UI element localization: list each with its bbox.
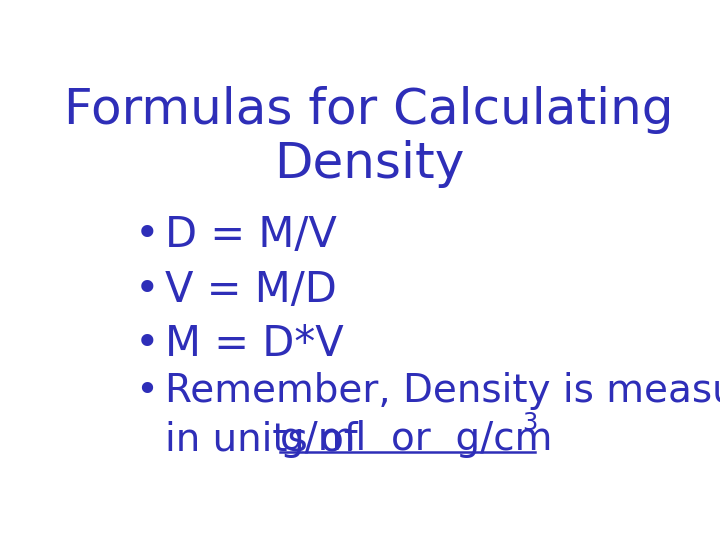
Text: •: • [135, 214, 159, 256]
Text: 3: 3 [523, 411, 538, 435]
Text: •: • [135, 268, 159, 310]
Text: •: • [135, 373, 158, 410]
Text: V = M/D: V = M/D [166, 268, 337, 310]
Text: •: • [135, 322, 159, 365]
Text: Remember, Density is measured: Remember, Density is measured [166, 373, 720, 410]
Text: D = M/V: D = M/V [166, 214, 337, 256]
Text: M = D*V: M = D*V [166, 322, 344, 365]
Text: Density: Density [274, 140, 464, 187]
Text: g/ml  or  g/cm: g/ml or g/cm [279, 420, 552, 458]
Text: in units of: in units of [166, 420, 370, 458]
Text: Formulas for Calculating: Formulas for Calculating [64, 85, 674, 133]
